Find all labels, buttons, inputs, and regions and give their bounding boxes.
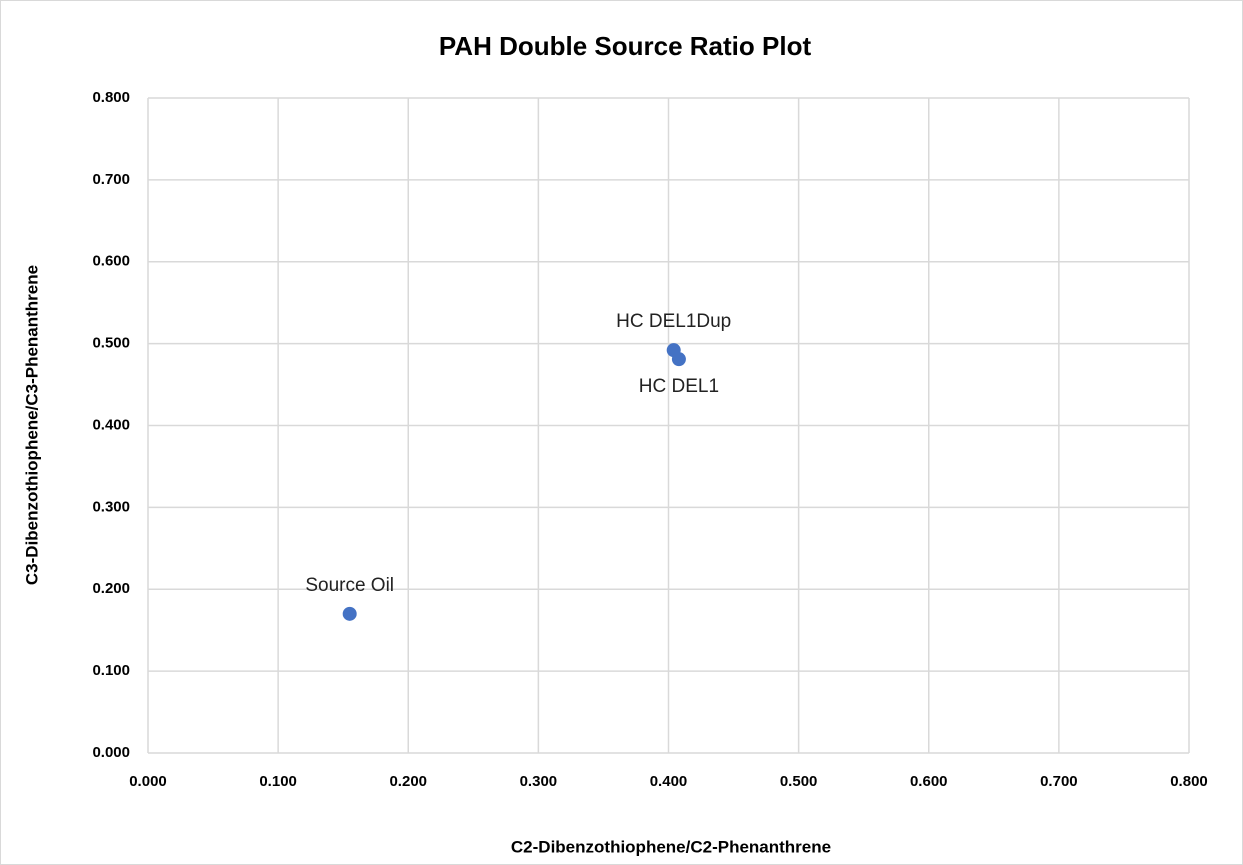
point-label: Source Oil	[305, 575, 394, 596]
x-tick-label: 0.200	[389, 773, 427, 790]
x-tick-label: 0.100	[259, 773, 297, 790]
x-tick-label: 0.700	[1040, 773, 1078, 790]
y-tick-label: 0.300	[92, 498, 130, 515]
y-tick-label: 0.500	[92, 335, 130, 352]
y-tick-label: 0.800	[92, 89, 130, 106]
point-label: HC DEL1	[639, 376, 719, 397]
x-tick-label: 0.300	[520, 773, 558, 790]
y-tick-label: 0.200	[92, 580, 130, 597]
x-tick-label: 0.000	[129, 773, 167, 790]
x-axis-title: C2-Dibenzothiophene/C2-Phenanthrene	[511, 837, 831, 856]
point	[671, 352, 686, 367]
y-tick-label: 0.700	[92, 171, 130, 188]
y-axis-title: C3-Dibenzothiophene/C3-Phenanthrene	[22, 265, 41, 585]
point-label: HC DEL1Dup	[616, 311, 731, 332]
chart-title: PAH Double Source Ratio Plot	[439, 31, 812, 61]
x-tick-label: 0.400	[650, 773, 688, 790]
y-tick-label: 0.000	[92, 744, 130, 761]
y-tick-label: 0.400	[92, 416, 130, 433]
y-tick-label: 0.600	[92, 253, 130, 270]
x-tick-label: 0.800	[1170, 773, 1208, 790]
x-tick-label: 0.600	[910, 773, 948, 790]
y-tick-label: 0.100	[92, 662, 130, 679]
x-tick-label: 0.500	[780, 773, 818, 790]
point	[342, 606, 357, 621]
